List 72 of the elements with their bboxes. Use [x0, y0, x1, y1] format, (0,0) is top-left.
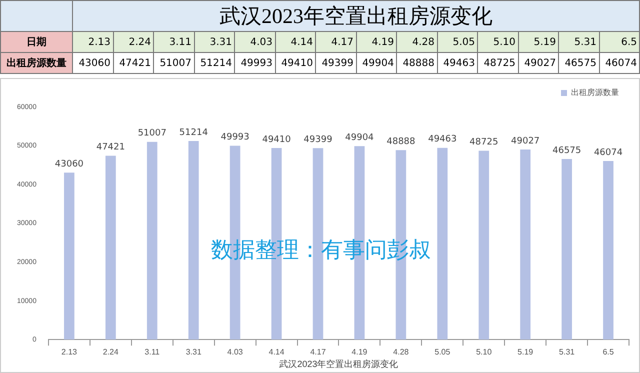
x-axis-title: 武汉2023年空置出租房源变化 [279, 359, 398, 370]
data-label: 49904 [345, 132, 374, 143]
category-label: 5.19 [518, 32, 558, 52]
category-label: 4.03 [234, 32, 275, 52]
x-tick-label: 5.10 [476, 348, 492, 357]
data-label: 46074 [599, 52, 640, 74]
data-label: 49463 [437, 52, 478, 74]
legend-label: 出租房源数量 [571, 88, 619, 98]
category-label: 4.19 [356, 32, 396, 52]
data-label: 51007 [138, 128, 166, 139]
data-label: 49993 [234, 52, 275, 74]
x-tick-label: 4.03 [227, 348, 244, 357]
legend-label: 出租房源数量 [0, 52, 72, 74]
data-label: 46074 [594, 148, 623, 158]
bar [188, 141, 199, 340]
x-tick-label: 3.31 [186, 348, 202, 357]
category-label: 5.05 [437, 32, 478, 52]
data-label: 43060 [54, 160, 84, 170]
data-label: 49399 [316, 52, 356, 74]
x-tick-label: 4.19 [352, 348, 368, 357]
bar [437, 148, 448, 340]
data-label: 43060 [72, 52, 113, 74]
x-tick-label: 2.13 [61, 348, 78, 357]
category-label: 3.31 [194, 32, 234, 52]
data-label: 46575 [558, 52, 599, 74]
category-label: 4.17 [316, 32, 356, 52]
text: 日期 [0, 32, 72, 52]
category-label: 5.31 [558, 32, 599, 52]
x-tick-label: 4.28 [393, 348, 410, 357]
bar [562, 159, 572, 340]
category-label: 2.13 [72, 32, 113, 52]
data-label: 48725 [478, 52, 518, 74]
data-label: 46575 [552, 146, 582, 156]
bar [312, 148, 324, 340]
data-label: 49410 [275, 52, 316, 74]
data-label: 51007 [154, 52, 194, 74]
x-tick-label: 5.19 [518, 348, 534, 357]
category-label: 3.11 [154, 32, 194, 52]
category-label: 4.28 [396, 32, 437, 52]
annotation: 数据整理：有事问彭叔 [211, 237, 431, 265]
data-label: 48725 [470, 138, 498, 148]
data-label: 49410 [262, 134, 292, 145]
x-tick-label: 4.14 [268, 348, 285, 357]
data-label: 48888 [396, 52, 437, 74]
text: 武汉2023年空置出租房源变化 [72, 0, 640, 32]
category-label: 4.14 [275, 32, 316, 52]
x-tick-label: 3.11 [144, 348, 160, 357]
x-tick-label: 2.24 [102, 348, 119, 357]
data-label: 48888 [386, 136, 416, 147]
bar [478, 150, 490, 340]
data-label: 49027 [511, 136, 540, 146]
bar [520, 150, 531, 340]
bar [105, 156, 116, 340]
bar [64, 172, 74, 340]
x-tick-label: 4.17 [310, 348, 326, 357]
data-label: 51214 [194, 52, 234, 74]
category-label: 6.5 [599, 32, 640, 52]
data-label: 49993 [220, 132, 250, 143]
data-label: 47421 [96, 142, 125, 153]
data-label: 49463 [428, 134, 457, 145]
data-label: 47421 [113, 52, 154, 74]
x-tick-label: 5.31 [559, 348, 576, 357]
data-label: 51214 [179, 128, 208, 138]
data-label: 49904 [356, 52, 396, 74]
x-tick-label: 5.05 [434, 348, 451, 357]
bar [603, 160, 614, 340]
category-label: 5.10 [478, 32, 518, 52]
bar [146, 142, 158, 340]
data-label: 49027 [518, 52, 558, 74]
category-label: 2.24 [113, 32, 154, 52]
data-label: 49399 [304, 134, 333, 145]
x-tick-label: 6.5 [602, 348, 614, 357]
